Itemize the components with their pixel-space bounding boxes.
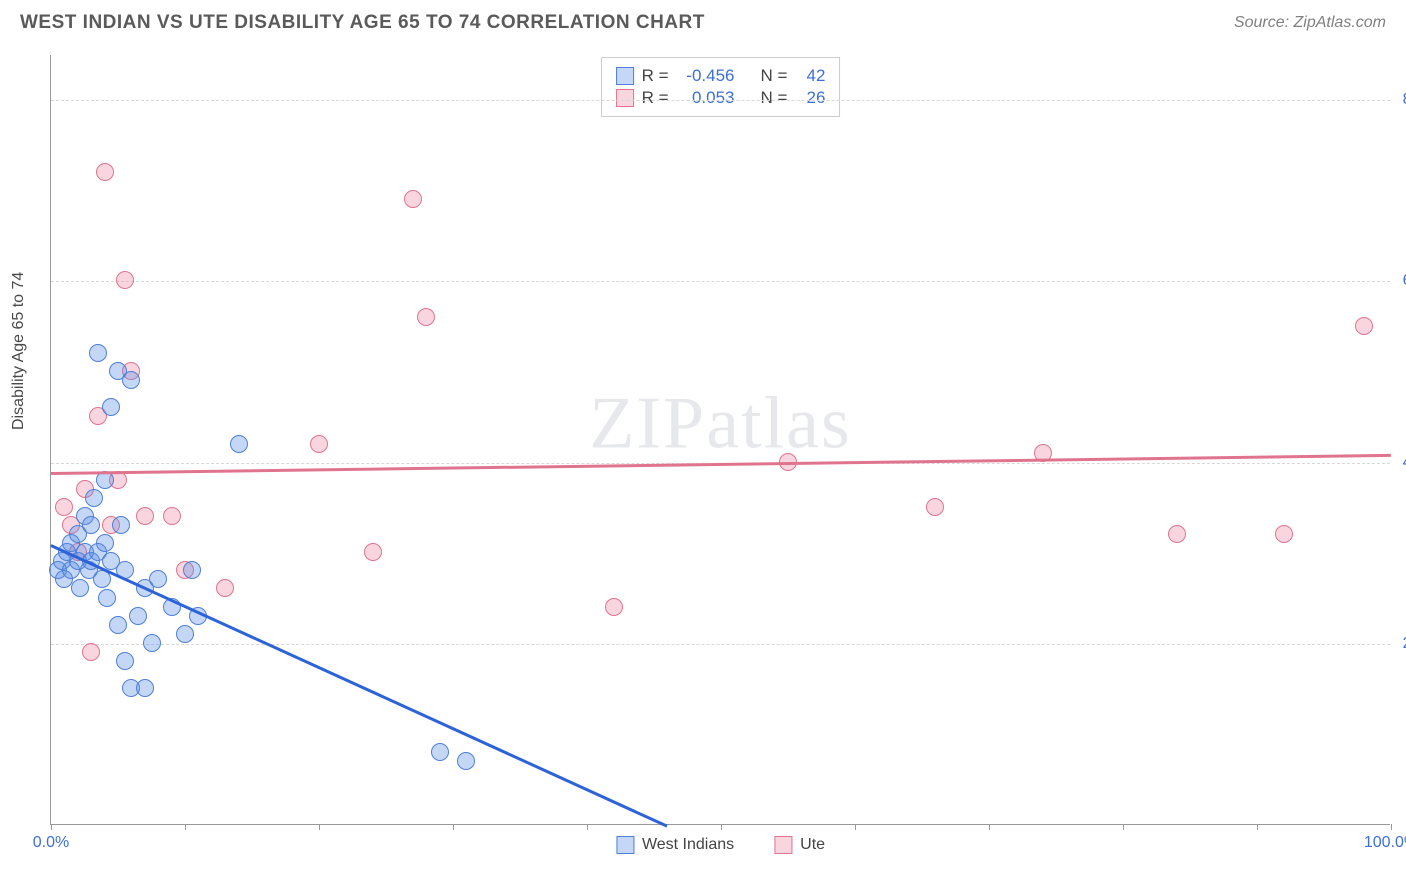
ute-point xyxy=(116,271,134,289)
n-label: N = xyxy=(761,66,788,86)
west-indians-point xyxy=(122,371,140,389)
x-tick xyxy=(319,824,320,830)
ute-point xyxy=(55,498,73,516)
chart-header: WEST INDIAN VS UTE DISABILITY AGE 65 TO … xyxy=(0,0,1406,42)
watermark-zip: ZIP xyxy=(589,383,706,465)
watermark: ZIPatlas xyxy=(589,382,852,467)
ute-point xyxy=(1355,317,1373,335)
west-indians-point xyxy=(149,570,167,588)
ute-point xyxy=(216,579,234,597)
west-indians-point xyxy=(431,743,449,761)
y-axis-label: Disability Age 65 to 74 xyxy=(10,272,28,430)
x-tick xyxy=(721,824,722,830)
legend-label: West Indians xyxy=(642,836,734,854)
legend-swatch xyxy=(616,89,634,107)
y-tick-label: 40.0% xyxy=(1394,454,1406,472)
west-indians-point xyxy=(71,579,89,597)
west-indians-point xyxy=(183,561,201,579)
west-indians-point xyxy=(96,534,114,552)
ute-point xyxy=(404,190,422,208)
x-tick-label: 0.0% xyxy=(33,834,69,852)
series-legend: West Indians Ute xyxy=(616,836,825,854)
ute-point xyxy=(1275,525,1293,543)
x-tick xyxy=(855,824,856,830)
west-indians-point xyxy=(116,652,134,670)
west-indians-point xyxy=(176,625,194,643)
ute-point xyxy=(364,543,382,561)
legend-swatch xyxy=(616,67,634,85)
y-tick-label: 60.0% xyxy=(1394,272,1406,290)
ute-point xyxy=(82,643,100,661)
west-indians-point xyxy=(457,752,475,770)
x-tick xyxy=(1123,824,1124,830)
stats-legend-row: R = 0.053 N = 26 xyxy=(616,88,826,108)
west-indians-point xyxy=(230,435,248,453)
gridline xyxy=(51,644,1390,645)
west-indians-point xyxy=(136,679,154,697)
ute-point xyxy=(417,308,435,326)
west-indians-point xyxy=(89,344,107,362)
r-label: R = xyxy=(642,88,669,108)
stats-legend-row: R = -0.456 N = 42 xyxy=(616,66,826,86)
ute-point xyxy=(1168,525,1186,543)
x-tick xyxy=(989,824,990,830)
stats-legend: R = -0.456 N = 42 R = 0.053 N = 26 xyxy=(601,57,841,117)
west-indians-point xyxy=(85,489,103,507)
gridline xyxy=(51,281,1390,282)
ute-point xyxy=(96,163,114,181)
legend-swatch xyxy=(616,836,634,854)
chart-source: Source: ZipAtlas.com xyxy=(1234,14,1386,32)
west-indians-point xyxy=(129,607,147,625)
legend-label: Ute xyxy=(800,836,825,854)
legend-item: West Indians xyxy=(616,836,734,854)
west-indians-point xyxy=(98,589,116,607)
x-tick xyxy=(185,824,186,830)
chart-title: WEST INDIAN VS UTE DISABILITY AGE 65 TO … xyxy=(20,12,705,34)
x-tick xyxy=(51,824,52,830)
r-value: -0.456 xyxy=(677,66,735,86)
west-indians-point xyxy=(109,616,127,634)
west-indians-point xyxy=(143,634,161,652)
west-indians-point xyxy=(112,516,130,534)
x-tick-label: 100.0% xyxy=(1364,834,1406,852)
watermark-atlas: atlas xyxy=(706,383,852,465)
ute-point xyxy=(926,498,944,516)
ute-trendline xyxy=(51,454,1391,475)
n-label: N = xyxy=(761,88,788,108)
r-value: 0.053 xyxy=(677,88,735,108)
ute-point xyxy=(310,435,328,453)
west-indians-point xyxy=(102,398,120,416)
west-indians-point xyxy=(82,516,100,534)
x-tick xyxy=(1257,824,1258,830)
ute-point xyxy=(163,507,181,525)
legend-item: Ute xyxy=(774,836,825,854)
gridline xyxy=(51,100,1390,101)
y-tick-label: 80.0% xyxy=(1394,91,1406,109)
legend-swatch xyxy=(774,836,792,854)
n-value: 26 xyxy=(795,88,825,108)
r-label: R = xyxy=(642,66,669,86)
x-tick xyxy=(453,824,454,830)
ute-point xyxy=(605,598,623,616)
ute-point xyxy=(136,507,154,525)
x-tick xyxy=(1391,824,1392,830)
n-value: 42 xyxy=(795,66,825,86)
y-tick-label: 20.0% xyxy=(1394,635,1406,653)
x-tick xyxy=(587,824,588,830)
scatter-chart: ZIPatlas R =-0.456N =42R =0.053N =26 Wes… xyxy=(50,55,1390,825)
